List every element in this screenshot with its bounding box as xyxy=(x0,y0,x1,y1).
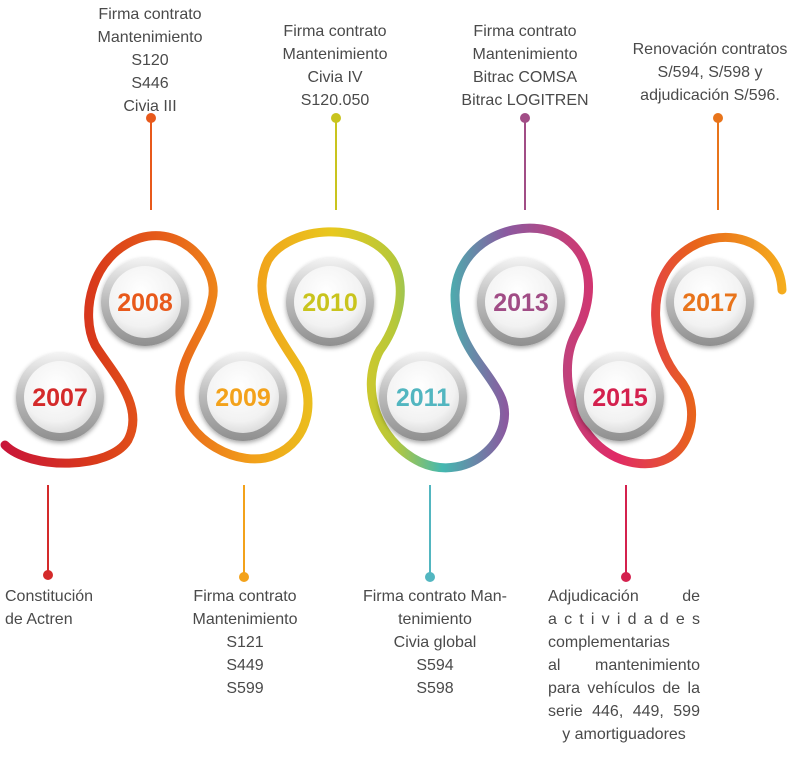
year-disc-2015: 2015 xyxy=(576,353,664,441)
milestone-line: Bitrac COMSA xyxy=(472,69,577,86)
year-disc-2010: 2010 xyxy=(286,258,374,346)
milestone-line: Firma contrato xyxy=(193,588,297,605)
milestone-line: S/594, S/598 y xyxy=(657,64,763,81)
connector-dot-2010 xyxy=(331,113,341,123)
milestone-line: Mantenimiento xyxy=(97,29,203,46)
year-disc-2007: 2007 xyxy=(16,353,104,441)
milestone-line: de Actren xyxy=(5,611,73,628)
year-label: 2009 xyxy=(215,384,271,412)
ribbon xyxy=(0,223,787,473)
milestone-line: complementarias xyxy=(548,634,670,651)
milestone-line: Adjudicación de xyxy=(548,588,700,605)
ribbon-path xyxy=(0,223,787,473)
milestone-text-2011: Firma contrato Man-tenimiento Civia globa… xyxy=(350,585,520,700)
milestone-line: serie 446, 449, 599 xyxy=(548,703,700,720)
milestone-line: Bitrac LOGITREN xyxy=(461,92,589,109)
year-disc-2011: 2011 xyxy=(379,353,467,441)
year-disc-2013: 2013 xyxy=(477,258,565,346)
connector-dot-2007 xyxy=(43,570,53,580)
connector-dot-2009 xyxy=(239,572,249,582)
disc-face xyxy=(294,266,366,338)
milestone-line: Mantenimiento xyxy=(472,46,578,63)
year-label: 2008 xyxy=(117,289,173,317)
milestone-line: Renovación contratos xyxy=(632,41,788,58)
disc-face xyxy=(674,266,746,338)
milestone-line: S599 xyxy=(226,680,264,697)
connector-dot-2015 xyxy=(621,572,631,582)
milestone-line: Firma contrato xyxy=(98,6,202,23)
milestone-line: S594 xyxy=(416,657,454,674)
milestone-line: S120 xyxy=(131,52,169,69)
milestone-line: para vehículos de la xyxy=(548,680,700,697)
disc-face xyxy=(24,361,96,433)
milestone-text-2009: Firma contrato Mantenimiento S121 S449 S599 xyxy=(170,585,320,700)
milestone-line: adjudicación S/596. xyxy=(640,87,780,104)
milestone-line: S120.050 xyxy=(300,92,370,109)
milestone-line: al mantenimiento xyxy=(548,657,700,674)
connector-dot-2013 xyxy=(520,113,530,123)
milestone-line: Civia global xyxy=(393,634,477,651)
milestone-text-2010: Firma contrato Mantenimiento Civia IV S120.… xyxy=(255,20,415,112)
connector-dot-2008 xyxy=(146,113,156,123)
milestone-line: Civia III xyxy=(123,98,177,115)
milestone-text-2007: Constitución de Actren xyxy=(5,585,125,631)
disc-face xyxy=(387,361,459,433)
milestone-line: y amortiguadores xyxy=(562,726,686,743)
year-disc-2009: 2009 xyxy=(199,353,287,441)
connector-dot-2017 xyxy=(713,113,723,123)
milestone-text-2015: Adjudicación de a c t i v i d a d e s complementarias… xyxy=(548,585,700,746)
milestone-line: Mantenimiento xyxy=(192,611,298,628)
year-label: 2013 xyxy=(493,289,549,317)
disc-face xyxy=(485,266,557,338)
milestone-line: Firma contrato Man- xyxy=(362,588,508,605)
year-disc-2008: 2008 xyxy=(101,258,189,346)
milestone-text-2008: Firma contrato Mantenimiento S120 S446 Civia… xyxy=(70,3,230,118)
connector-dot-2011 xyxy=(425,572,435,582)
milestone-line: Civia IV xyxy=(307,69,363,86)
milestone-text-2013: Firma contrato Mantenimiento Bitrac COMSA B… xyxy=(445,20,605,112)
milestone-line: tenimiento xyxy=(398,611,472,628)
disc-face xyxy=(584,361,656,433)
milestone-line: S598 xyxy=(416,680,454,697)
milestone-line: S449 xyxy=(226,657,264,674)
milestone-line: S446 xyxy=(131,75,169,92)
milestone-line: Constitución xyxy=(5,588,94,605)
year-label: 2017 xyxy=(682,289,738,317)
milestone-line: S121 xyxy=(226,634,264,651)
year-disc-2017: 2017 xyxy=(666,258,754,346)
milestone-line: Firma contrato xyxy=(283,23,387,40)
year-discs: 2007 2008 2009 2010 2011 2013 2015 2017 xyxy=(16,258,754,441)
year-label: 2007 xyxy=(32,384,88,412)
disc-face xyxy=(109,266,181,338)
year-label: 2015 xyxy=(592,384,648,412)
milestone-line: Mantenimiento xyxy=(282,46,388,63)
year-label: 2011 xyxy=(396,384,450,412)
disc-face xyxy=(207,361,279,433)
milestone-line: Firma contrato xyxy=(473,23,577,40)
milestone-text-2017: Renovación contratos S/594, S/598 y adjudi… xyxy=(620,38,800,107)
year-label: 2010 xyxy=(302,289,358,317)
connectors xyxy=(43,113,723,582)
